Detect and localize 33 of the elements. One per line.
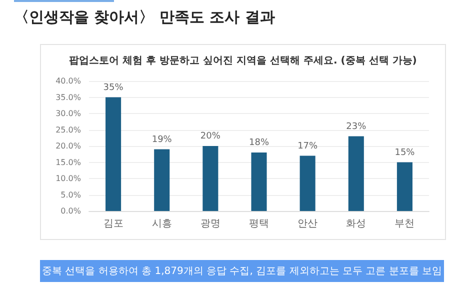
data-label: 19% — [152, 134, 172, 145]
y-tick-label: 25.0% — [56, 125, 82, 134]
y-tick-label: 20.0% — [56, 142, 82, 150]
y-tick-label: 35.0% — [56, 92, 82, 102]
x-tick-label: 광명 — [200, 218, 220, 230]
y-tick-label: 10.0% — [56, 174, 82, 183]
chart-subtitle: 팝업스토어 체험 후 방문하고 싶어진 지역을 선택해 주세요. (중복 선택 가능) — [69, 56, 417, 66]
y-tick-label: 5.0% — [60, 190, 82, 200]
data-label: 15% — [394, 148, 416, 158]
text: 중복 선택을 허용하여 총 1,879개의 응답 수집, 김포를 제외하고는 모두 고른 분포를 보임 — [40, 260, 444, 282]
bar — [348, 136, 364, 211]
bar — [300, 156, 316, 211]
bar — [396, 162, 412, 211]
bar — [154, 149, 170, 211]
data-label: 23% — [346, 122, 367, 132]
bar — [251, 152, 267, 211]
y-tick-label: 30.0% — [56, 109, 82, 118]
bar — [106, 97, 122, 211]
data-label: 35% — [103, 82, 124, 93]
chart-title: 〈인생작을 찾아서〉 만족도 조사 결과 — [14, 8, 275, 27]
x-tick-label: 안산 — [298, 218, 318, 230]
x-tick-label: 부천 — [394, 218, 415, 230]
x-tick-label: 시흥 — [152, 218, 172, 230]
y-tick-label: 15.0% — [56, 158, 82, 167]
data-label: 18% — [248, 138, 270, 148]
data-label: 17% — [298, 141, 318, 152]
x-tick-label: 화성 — [346, 218, 366, 230]
data-label: 20% — [200, 132, 221, 142]
y-tick-label: 40.0% — [56, 76, 82, 86]
x-tick-label: 김포 — [103, 218, 124, 230]
y-tick-label: 0.0% — [60, 206, 82, 216]
x-tick-label: 평택 — [249, 218, 269, 230]
bar — [202, 146, 218, 211]
